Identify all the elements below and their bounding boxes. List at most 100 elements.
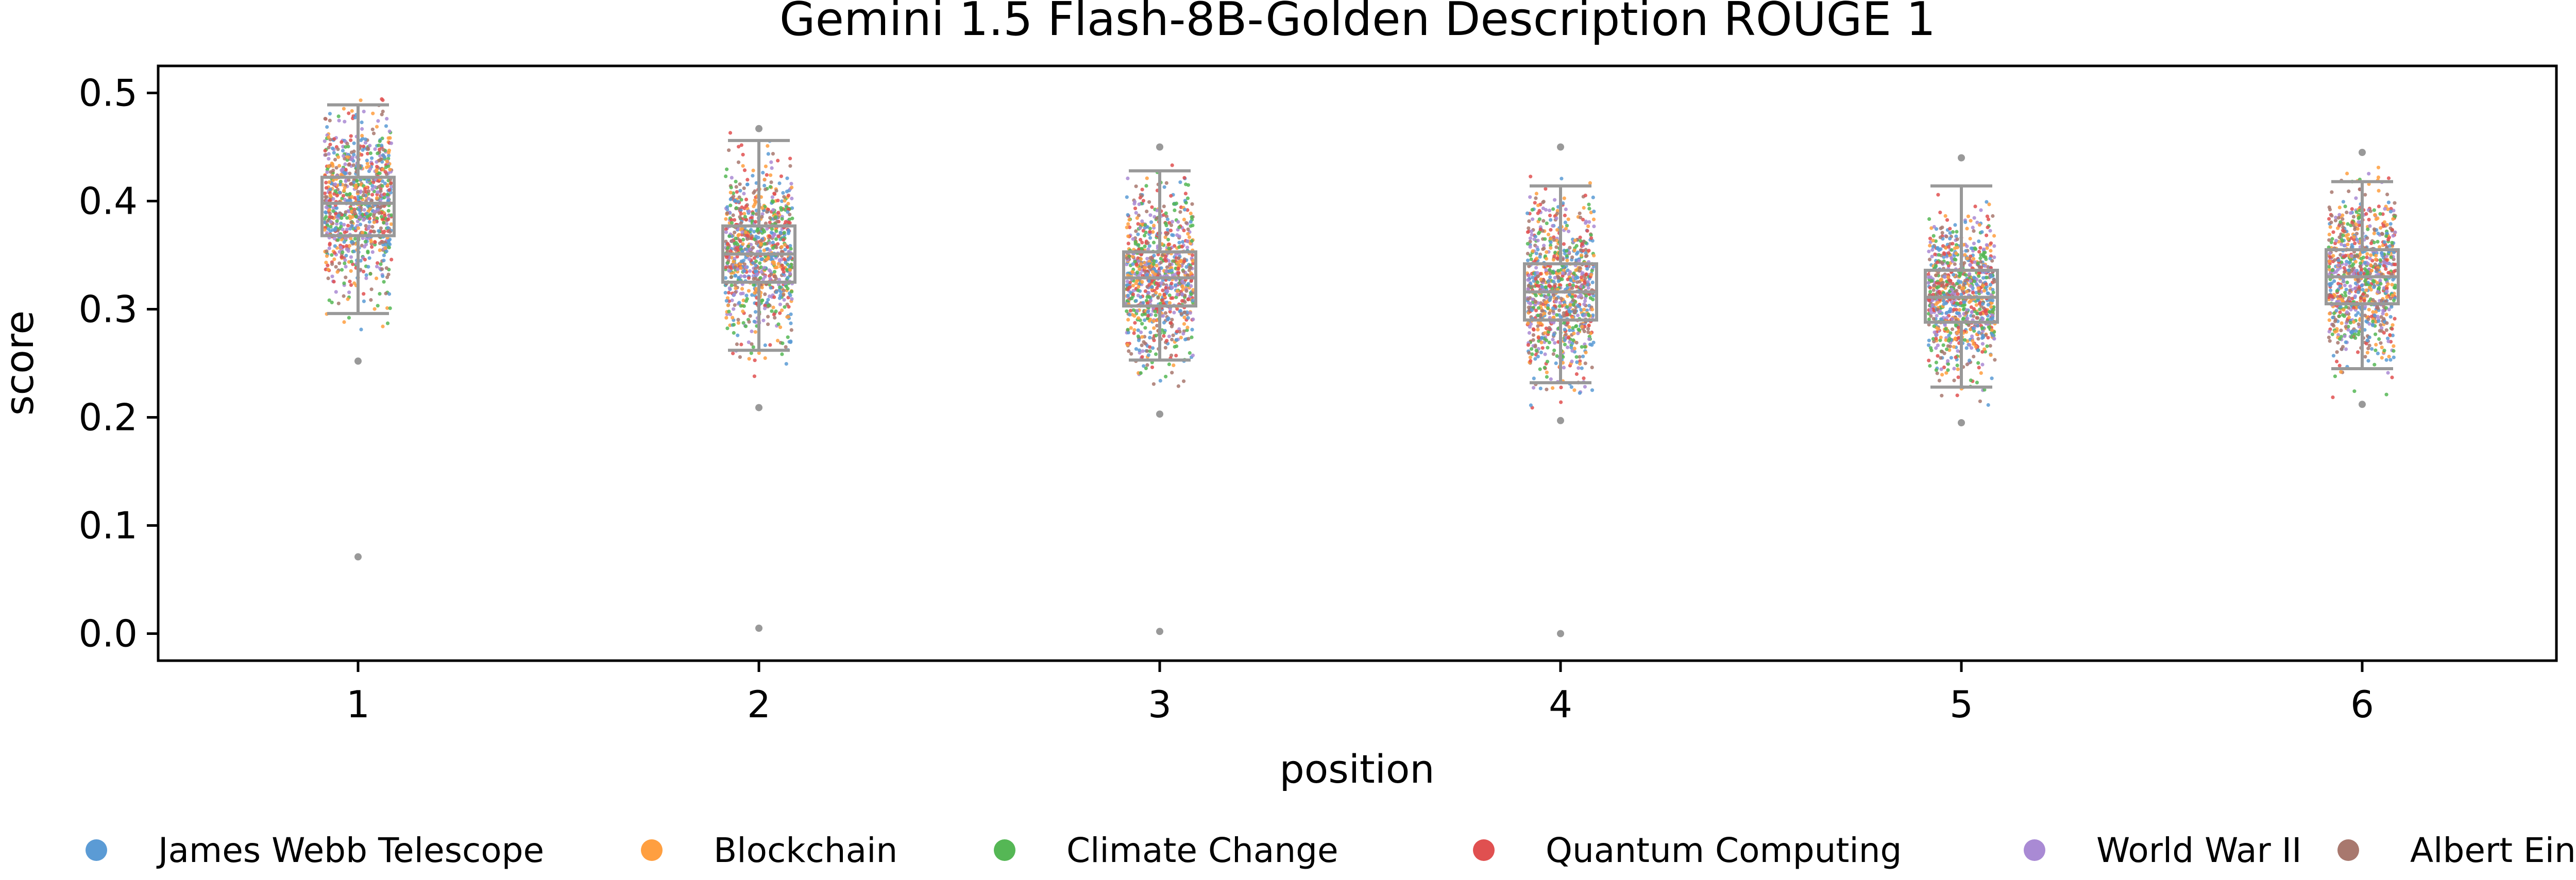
strip-point [1574,372,1579,376]
strip-point [324,181,328,185]
strip-point [758,261,762,265]
strip-point [1139,237,1143,242]
strip-point [1175,292,1179,297]
strip-point [1935,286,1939,290]
strip-point [1952,272,1956,277]
strip-point [1587,206,1591,211]
strip-point [371,111,375,115]
strip-point [1529,403,1533,407]
strip-point [773,316,777,320]
strip-point [1189,211,1193,216]
strip-point [747,289,751,293]
strip-point [1940,261,1944,265]
strip-point [728,197,733,201]
strip-point [742,269,747,273]
strip-point [1590,388,1595,392]
strip-point [742,168,747,172]
strip-point [730,283,734,287]
strip-point [358,222,363,227]
strip-point [347,163,351,167]
strip-point [1943,323,1947,327]
strip-point [337,118,341,123]
strip-point [1131,284,1135,288]
strip-point [733,256,737,261]
strip-point [1563,338,1567,342]
strip-point [1972,216,1976,220]
strip-point [361,148,365,152]
strip-point [1181,332,1185,336]
strip-point [1163,235,1167,239]
strip-point [772,261,776,265]
strip-point [1130,270,1134,274]
strip-point [1557,308,1562,313]
strip-point [362,110,366,114]
strip-point [780,199,784,203]
strip-point [741,152,745,157]
strip-point [1945,218,1950,222]
strip-point [2385,193,2389,197]
strip-point [724,227,728,231]
strip-point [1191,353,1195,357]
strip-point [375,265,379,269]
strip-point [375,165,379,169]
strip-point [2331,230,2335,234]
strip-point [389,184,394,189]
strip-point [1954,251,1958,255]
strip-point [1140,313,1144,317]
strip-point [1988,344,1992,348]
strip-point [1126,213,1130,217]
strip-point [1936,327,1940,331]
strip-point [1156,296,1160,300]
strip-point [1182,259,1187,264]
strip-point [1938,211,1942,215]
strip-point [382,192,386,196]
strip-point [1154,352,1158,356]
strip-point [784,261,788,265]
strip-point [1154,334,1158,338]
strip-point [1140,247,1144,251]
strip-point [763,275,767,279]
strip-point [1988,283,1993,287]
strip-point [1963,279,1967,283]
strip-point [343,230,347,234]
strip-point [751,168,755,172]
strip-point [1184,201,1188,205]
strip-point [1964,249,1968,253]
strip-point [1177,256,1181,261]
strip-point [1139,371,1143,375]
strip-point [1186,316,1190,320]
strip-point [1590,280,1595,285]
strip-point [751,174,755,178]
strip-point [769,231,773,235]
strip-point [383,170,387,174]
strip-point [1588,181,1592,185]
strip-point [752,319,756,324]
strip-point [790,196,794,201]
strip-point [365,212,369,216]
strip-point [1981,276,1986,280]
strip-point [342,222,346,227]
strip-point [1555,211,1560,216]
strip-point [1133,239,1138,244]
strip-point [363,239,368,244]
strip-point [1969,378,1973,383]
strip-point [738,215,742,219]
strip-point [1182,310,1187,314]
strip-point [1544,300,1548,304]
strip-point [386,153,391,158]
strip-point [364,276,368,280]
strip-point [379,157,383,161]
strip-point [1583,361,1587,366]
strip-point [766,144,770,148]
strip-point [1587,202,1591,206]
strip-point [1578,266,1582,270]
strip-point [361,144,366,148]
strip-point [1169,321,1173,325]
strip-point [329,198,333,202]
strip-point [1543,352,1547,356]
strip-point [1531,275,1535,280]
strip-point [1190,335,1194,339]
strip-point [771,208,775,212]
strip-point [1559,297,1563,301]
strip-point [1547,326,1551,330]
